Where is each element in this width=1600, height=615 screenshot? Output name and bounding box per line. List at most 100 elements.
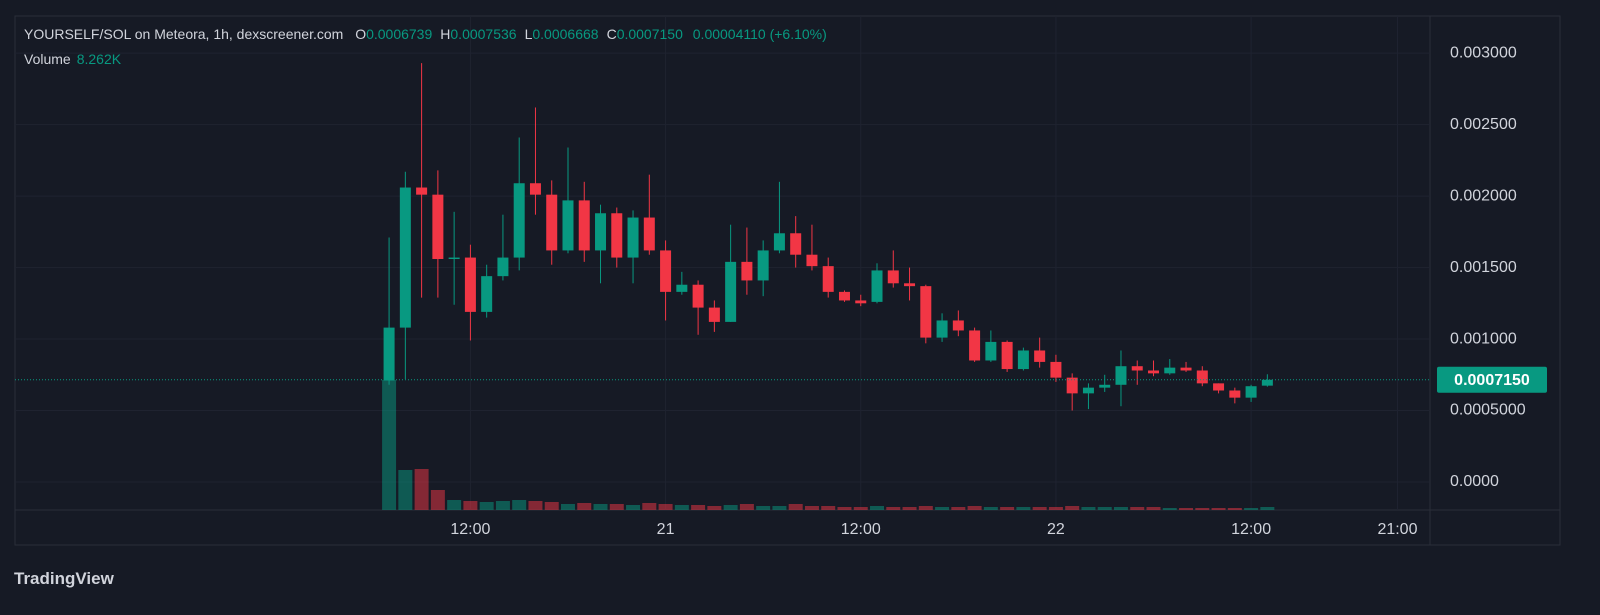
symbol-title: YOURSELF/SOL on Meteora, 1h, dexscreener… xyxy=(24,26,344,42)
brand[interactable]: TradingView xyxy=(14,569,114,589)
volume-bar xyxy=(528,501,543,510)
volume-bar xyxy=(918,506,933,510)
candle-body xyxy=(1066,377,1078,394)
candle-body xyxy=(1180,367,1192,371)
volume-bar xyxy=(512,500,527,510)
volume-bar xyxy=(1016,507,1031,510)
candle-body xyxy=(969,330,981,361)
volume-bar xyxy=(626,505,641,510)
volume-bar xyxy=(983,507,998,510)
x-tick-label: 21 xyxy=(657,521,675,538)
volume-bar xyxy=(935,507,950,510)
volume-bar xyxy=(902,507,917,510)
y-tick-label: 0.001500 xyxy=(1450,259,1517,276)
candle-body xyxy=(1082,387,1094,394)
volume-bar xyxy=(382,380,397,510)
candle-body xyxy=(708,307,720,322)
last-price-label: 0.0007150 xyxy=(1454,372,1530,389)
volume-bar xyxy=(658,504,673,510)
volume-bar xyxy=(1113,507,1128,510)
field-value: 0.0006739 xyxy=(366,26,433,42)
x-tick-label: 12:00 xyxy=(450,521,490,538)
candle-body xyxy=(1148,370,1160,374)
legend-header: YOURSELF/SOL on Meteora, 1h, dexscreener… xyxy=(24,26,827,42)
volume-bar xyxy=(1065,506,1080,510)
volume-bar xyxy=(430,490,445,510)
volume-bar xyxy=(398,470,413,510)
candle-body xyxy=(757,250,769,281)
volume-bar xyxy=(967,506,982,510)
candle-body xyxy=(1099,384,1111,388)
x-tick-label: 21:00 xyxy=(1377,521,1417,538)
pane-border xyxy=(14,15,1561,546)
candle-body xyxy=(952,320,964,331)
candle-body xyxy=(399,187,411,328)
volume-bar xyxy=(756,506,771,510)
volume-bar xyxy=(544,502,559,510)
candle-body xyxy=(383,327,395,381)
candle-body xyxy=(1245,386,1257,398)
candle-body xyxy=(920,286,932,338)
volume-bar xyxy=(853,507,868,510)
candle-body xyxy=(546,194,558,251)
y-tick-label: 0.0005000 xyxy=(1450,402,1526,419)
y-tick-label: 0.002000 xyxy=(1450,187,1517,204)
volume-bar xyxy=(642,503,657,510)
volume-bar xyxy=(691,505,706,510)
candle-body xyxy=(1001,341,1013,370)
volume-bar xyxy=(1195,508,1210,510)
volume-bar xyxy=(821,506,836,510)
candle-body xyxy=(611,213,623,258)
candle-body xyxy=(904,283,916,287)
volume-bar xyxy=(1227,508,1242,510)
volume-bar xyxy=(1179,508,1194,510)
volume-bar xyxy=(463,501,478,510)
volume-bar xyxy=(1146,507,1161,510)
volume-bar xyxy=(788,504,803,510)
y-tick-label: 0.003000 xyxy=(1450,44,1517,61)
candle-body xyxy=(448,257,460,259)
x-tick-label: 12:00 xyxy=(841,521,881,538)
volume-bar xyxy=(593,504,608,510)
brand-text[interactable]: TradingView xyxy=(14,569,114,588)
field-value: 0.0007150 xyxy=(616,26,683,42)
candle-body xyxy=(1017,350,1029,370)
candle-body xyxy=(1213,383,1225,391)
volume-bar xyxy=(414,469,429,510)
candle-body xyxy=(513,183,525,258)
y-tick-label: 0.001000 xyxy=(1450,330,1517,347)
candle-body xyxy=(660,250,672,292)
volume-bar xyxy=(1162,508,1177,510)
candle-body xyxy=(855,300,867,304)
candle-body xyxy=(741,261,753,281)
candle-body xyxy=(1229,390,1241,398)
volume-bar xyxy=(1260,506,1275,510)
candle-body xyxy=(1034,350,1046,362)
candle-body xyxy=(822,266,834,292)
field-value: 0.0006668 xyxy=(532,26,599,42)
candle-body xyxy=(773,233,785,251)
candle-body xyxy=(725,261,737,322)
candle-body xyxy=(1196,370,1208,384)
candle-body xyxy=(1115,366,1127,385)
candle-body xyxy=(985,341,997,361)
candle-body xyxy=(936,320,948,338)
x-tick-label: 12:00 xyxy=(1231,521,1271,538)
candle-body xyxy=(595,213,607,251)
volume-bar xyxy=(577,503,592,510)
candle-body xyxy=(416,187,428,195)
volume-bar xyxy=(739,504,754,510)
change: 0.00004110 (+6.10%) xyxy=(692,26,827,42)
ohlc-fields: O0.0006739 H0.0007536 L0.0006668 C0.0007150 xyxy=(347,26,683,42)
candle-body xyxy=(1050,361,1062,378)
candle-body xyxy=(432,194,444,259)
candle-body xyxy=(464,257,476,312)
volume-bar xyxy=(609,504,624,510)
volume-bar xyxy=(951,507,966,510)
volume-bar xyxy=(1000,507,1015,510)
candle-body xyxy=(871,270,883,302)
candle-body xyxy=(838,291,850,301)
y-tick-label: 0.0000 xyxy=(1450,473,1499,490)
candle-body xyxy=(806,254,818,267)
